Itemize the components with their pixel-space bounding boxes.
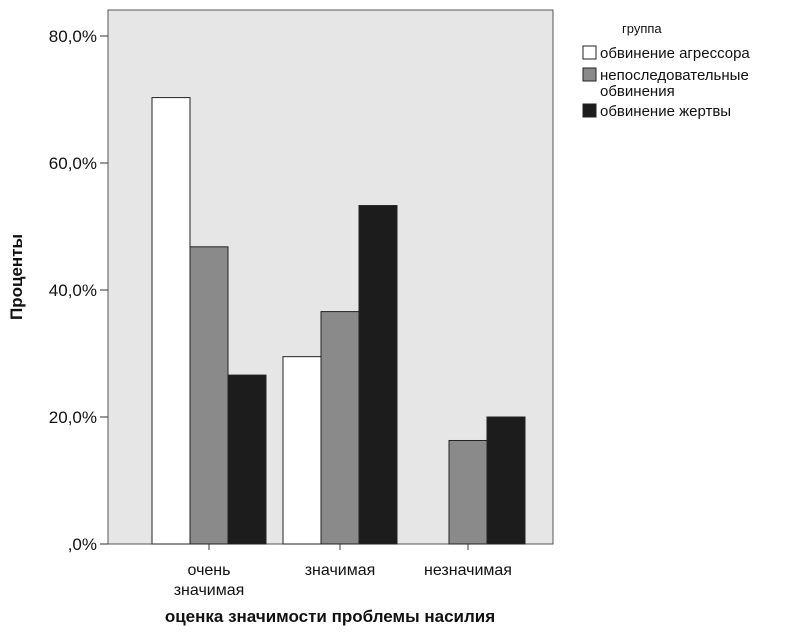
x-tick-label: незначимая bbox=[424, 562, 512, 579]
bar bbox=[486, 416, 526, 545]
legend-label: обвинения bbox=[600, 83, 675, 100]
legend-label: обвинение жертвы bbox=[600, 103, 731, 120]
bar bbox=[227, 374, 267, 545]
x-tick-label: значимая bbox=[305, 562, 376, 579]
bars-group bbox=[151, 97, 526, 545]
bar bbox=[320, 311, 360, 545]
x-tick-label: значимая bbox=[174, 582, 245, 599]
bar bbox=[358, 205, 398, 545]
y-tick-label: 80,0% bbox=[49, 27, 97, 46]
y-tick-label: ,0% bbox=[68, 535, 97, 554]
legend-swatch bbox=[582, 103, 597, 118]
y-axis: ,0% 20,0% 40,0% 60,0% 80,0% bbox=[49, 27, 108, 554]
y-tick-label: 20,0% bbox=[49, 408, 97, 427]
x-axis: очень значимая значимая незначимая bbox=[174, 544, 512, 599]
legend-label: непоследовательные bbox=[600, 67, 749, 84]
x-axis-title: оценка значимости проблемы насилия bbox=[165, 607, 495, 626]
bar bbox=[189, 246, 229, 545]
bar bbox=[448, 439, 488, 545]
y-axis-title: Проценты bbox=[7, 234, 26, 320]
legend: группа обвинение агрессора непоследовател… bbox=[582, 21, 750, 120]
bar bbox=[151, 97, 191, 545]
legend-swatch bbox=[582, 67, 597, 82]
y-tick-label: 60,0% bbox=[49, 154, 97, 173]
legend-swatch bbox=[582, 45, 597, 60]
legend-title: группа bbox=[622, 21, 662, 36]
x-tick-label: очень bbox=[188, 562, 231, 579]
y-tick-label: 40,0% bbox=[49, 281, 97, 300]
bar bbox=[282, 356, 322, 545]
legend-label: обвинение агрессора bbox=[600, 45, 750, 62]
